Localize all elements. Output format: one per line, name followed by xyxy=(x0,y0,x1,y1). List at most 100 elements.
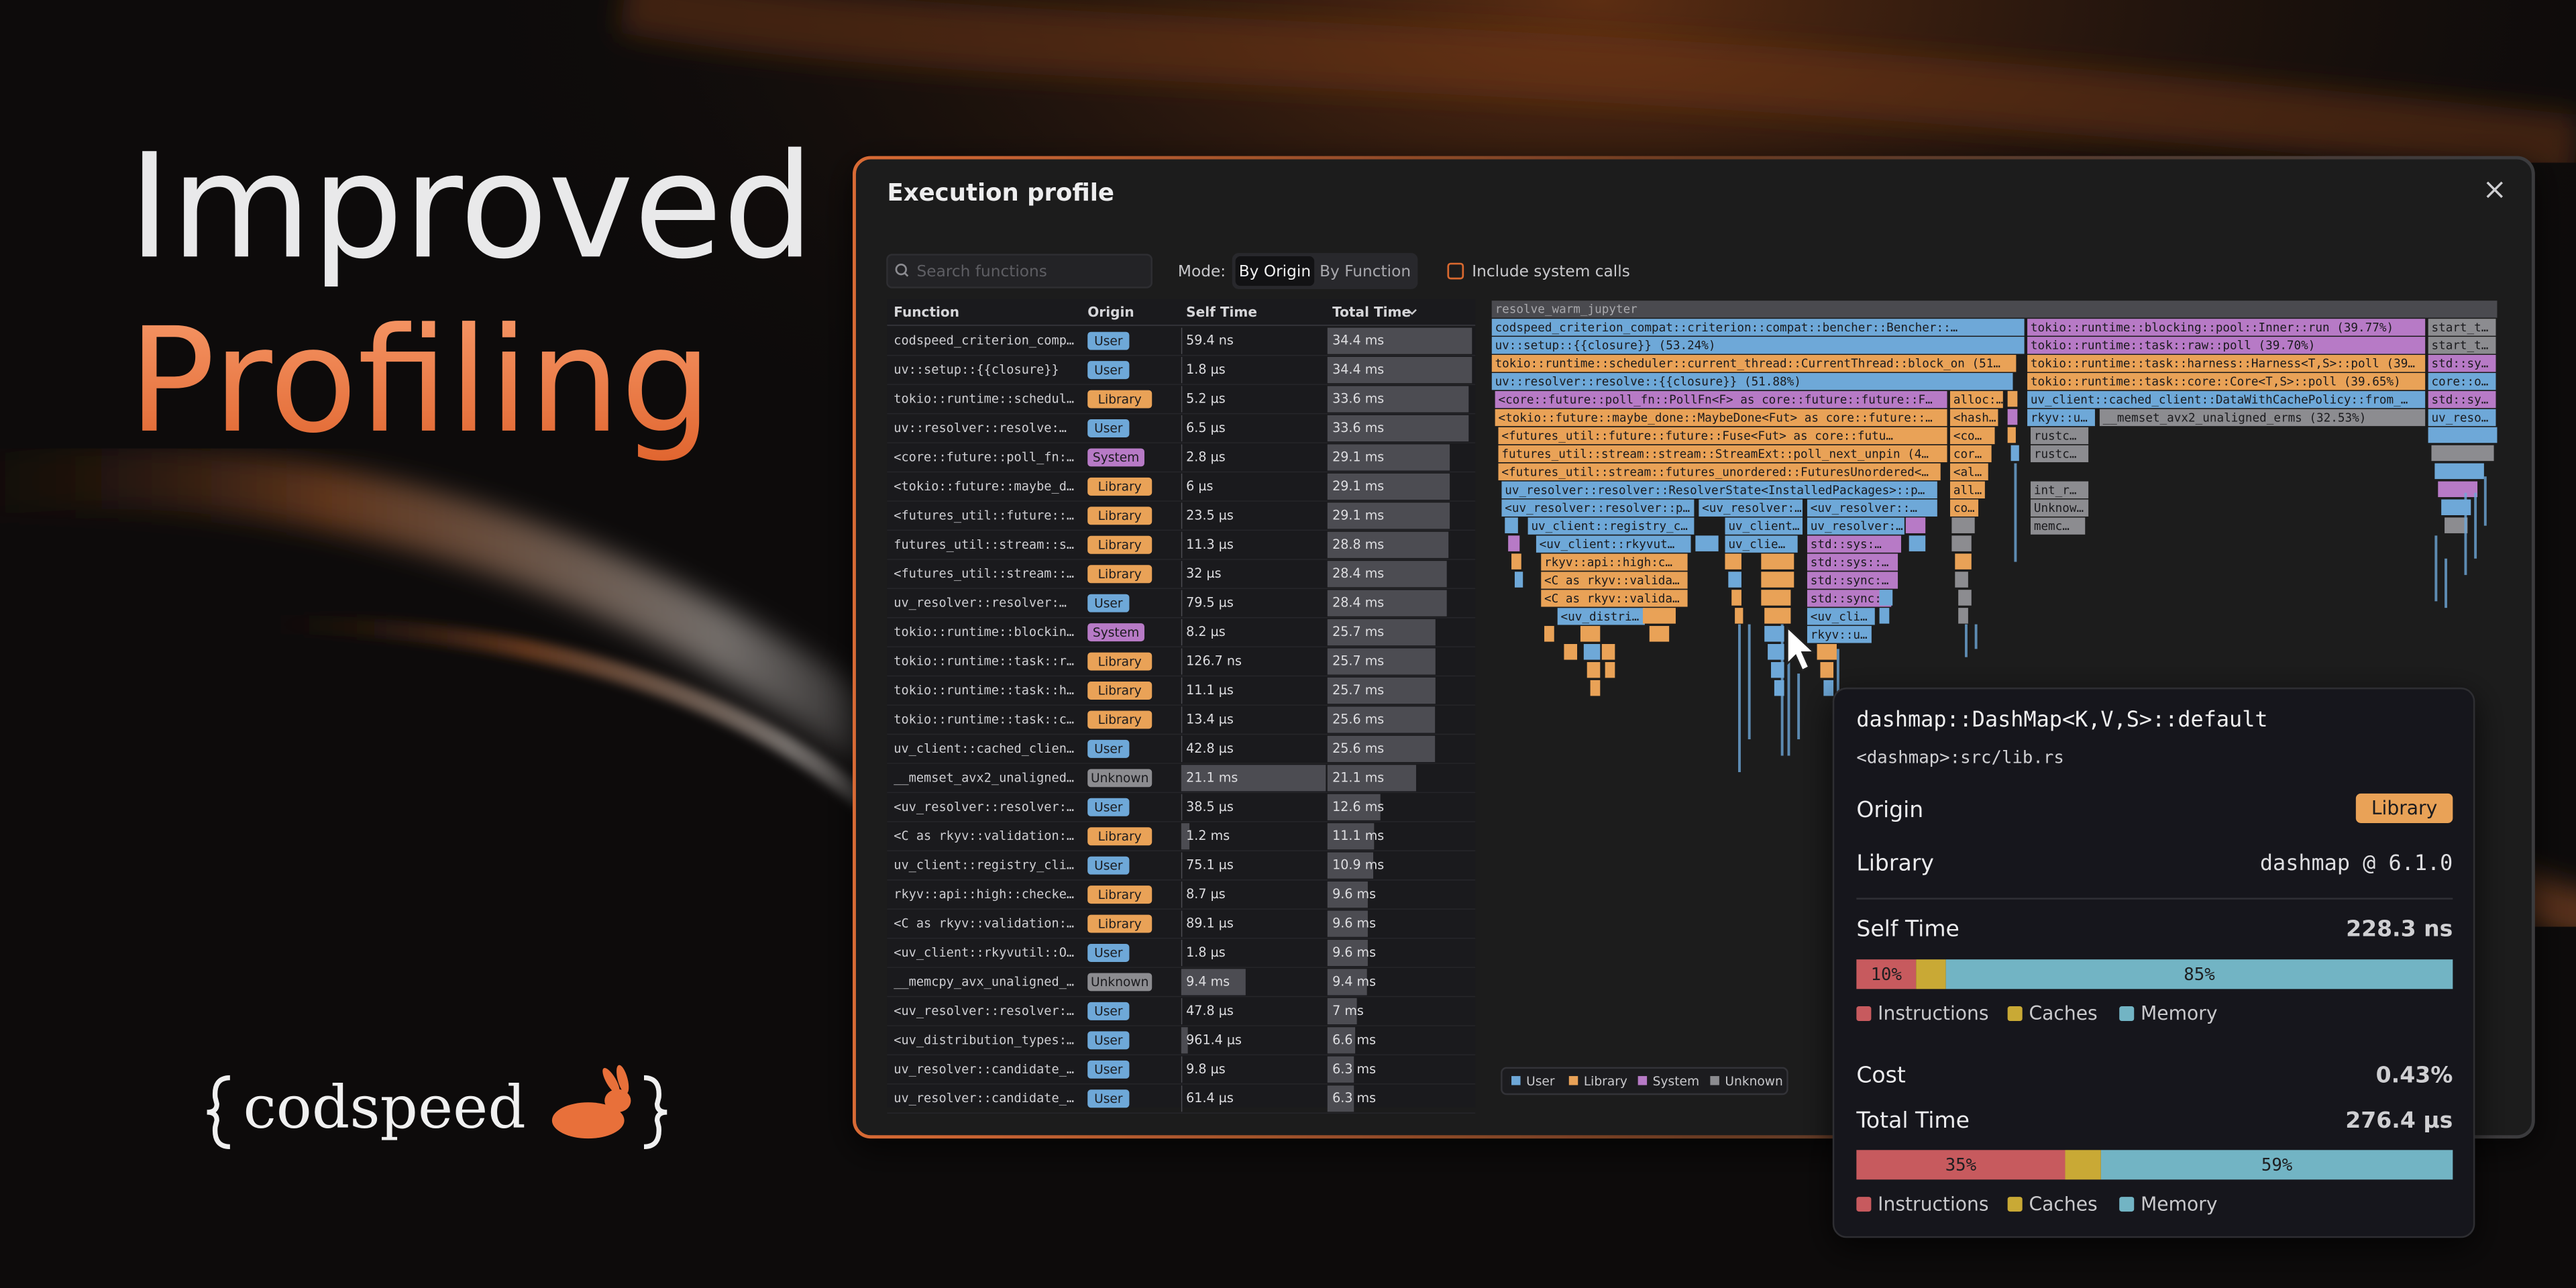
breakdown-segment xyxy=(1916,959,1946,989)
flame-block-bg xyxy=(1807,553,1898,571)
mode-button[interactable]: By Function xyxy=(1320,262,1411,280)
function-name: uv_client::registry_cli… xyxy=(894,859,1074,873)
origin-label: System xyxy=(1093,451,1139,465)
system-calls-checkbox[interactable] xyxy=(1447,262,1464,280)
origin-label: User xyxy=(1094,1092,1123,1106)
origin-badge xyxy=(1087,1089,1130,1108)
flame-block-bg xyxy=(2428,409,2496,427)
function-name: <core::future::poll_fn:… xyxy=(894,450,1074,464)
breakdown-segment xyxy=(1945,959,2453,989)
flame-block-small xyxy=(1649,626,1670,642)
flame-block-small xyxy=(1958,608,1968,624)
flame-block-small xyxy=(1505,517,1518,533)
flame-block-label: <uv_resolver::resolver::p… xyxy=(1505,502,1690,515)
flame-block-label: std::sys::… xyxy=(1811,556,1889,570)
flame-block-small xyxy=(1764,626,1784,642)
flame-legend-swatch xyxy=(1568,1076,1578,1085)
total-time-bar xyxy=(1327,590,1447,616)
self-time-bar xyxy=(1181,969,1246,996)
flame-block: std::sy… xyxy=(2428,354,2496,372)
origin-badge xyxy=(1087,448,1144,467)
total-time-bar xyxy=(1327,473,1450,500)
flame-block-small xyxy=(1958,590,1972,606)
total-time: 6.6 ms xyxy=(1332,1032,1376,1047)
tooltip-label: Cost xyxy=(1856,1062,1906,1088)
self-time: 89.1 µs xyxy=(1186,916,1234,931)
flame-block-small xyxy=(2434,463,2484,480)
flame-block: int_r… xyxy=(2030,481,2089,499)
search-box[interactable] xyxy=(886,254,1152,288)
breakdown-label: 10% xyxy=(1871,965,1902,985)
flame-block-bg xyxy=(2030,481,2089,499)
flame-block-label: <C as rkyv::valida… xyxy=(1544,574,1680,588)
flame-block: <uv_distri… xyxy=(1557,608,1645,625)
origin-label: Unknown xyxy=(1091,975,1148,989)
flame-block-small xyxy=(1764,608,1791,624)
self-time-bar xyxy=(1181,327,1183,354)
flame-block-small xyxy=(1823,680,1834,696)
flame-block-bg xyxy=(2027,372,2426,390)
total-time: 11.1 ms xyxy=(1332,828,1384,843)
mode-active-bg xyxy=(1235,256,1315,286)
self-time-bar xyxy=(1181,648,1183,675)
flame-block: start_t… xyxy=(2428,337,2496,354)
flame-block: uv_resolver:… xyxy=(1807,517,1904,535)
origin-badge xyxy=(1087,594,1130,612)
origin-label: Library xyxy=(1098,917,1142,931)
tooltip-value: 276.4 µs xyxy=(2345,1107,2453,1133)
flame-block-bg xyxy=(1807,608,1875,625)
flame-block: <al… xyxy=(1949,463,1988,481)
self-time: 61.4 µs xyxy=(1186,1090,1234,1106)
flame-block-bg xyxy=(2027,319,2426,336)
flame-block-label: std::sys:… xyxy=(1811,538,1882,551)
self-time: 79.5 µs xyxy=(1186,595,1234,610)
total-time-bar xyxy=(1327,386,1469,413)
flame-block-label: rkyv::u… xyxy=(1811,629,1868,642)
total-time: 6.3 ms xyxy=(1332,1090,1376,1106)
self-time: 6 µs xyxy=(1186,478,1213,494)
total-time: 25.6 ms xyxy=(1332,711,1384,727)
flame-block-bg xyxy=(1491,372,2013,390)
flame-block-label: std::sy… xyxy=(2431,358,2488,371)
origin-badge xyxy=(1087,477,1152,496)
total-time-bar xyxy=(1327,1027,1356,1054)
self-time: 11.3 µs xyxy=(1186,537,1234,552)
function-name: uv_resolver::candidate_… xyxy=(894,1091,1074,1106)
self-time-bar xyxy=(1181,765,1326,792)
origin-badge xyxy=(1087,682,1152,700)
origin-badge xyxy=(1087,914,1152,933)
flame-block-label: start_t… xyxy=(2431,321,2488,335)
flame-block: tokio::runtime::task::core::Core<T,S>::p… xyxy=(2027,372,2426,390)
flame-block-bg xyxy=(2030,427,2089,445)
flame-stack-tail xyxy=(2445,558,2447,608)
flame-block-small xyxy=(1580,626,1601,642)
mode-button[interactable]: By Origin xyxy=(1239,262,1311,280)
tooltip-label: Self Time xyxy=(1856,916,1960,942)
flame-block: <uv_resolver:… xyxy=(1699,499,1803,517)
total-time-bar xyxy=(1327,1085,1354,1112)
flame-block-bg xyxy=(2027,337,2426,354)
total-time: 29.1 ms xyxy=(1332,478,1384,494)
search-icon xyxy=(895,263,907,276)
flame-block: alloc:… xyxy=(1949,390,2003,409)
flame-block-bg xyxy=(1527,517,1695,535)
flame-stack-tail xyxy=(2434,535,2438,602)
function-name: <uv_distribution_types:… xyxy=(894,1033,1074,1047)
flame-block-bg xyxy=(2030,499,2089,517)
origin-label: Library xyxy=(1098,684,1142,698)
function-name: tokio::runtime::task::c… xyxy=(894,712,1074,727)
flame-block-label: alloc:… xyxy=(1953,394,2003,407)
flame-block-label: tokio::runtime::task::harness::Harness<T… xyxy=(2031,358,2415,371)
total-time: 6.3 ms xyxy=(1332,1061,1376,1077)
self-time: 21.1 ms xyxy=(1186,769,1238,785)
flame-block-small xyxy=(1564,644,1578,660)
total-time: 25.7 ms xyxy=(1332,624,1384,639)
close-button[interactable] xyxy=(2486,181,2504,199)
function-name: futures_util::stream::s… xyxy=(894,538,1074,552)
origin-badge xyxy=(1087,1060,1130,1079)
flame-legend-swatch xyxy=(1638,1076,1648,1085)
flame-block-bg xyxy=(1725,535,1798,553)
self-time-bar xyxy=(1181,910,1183,937)
origin-label: Library xyxy=(1098,509,1142,523)
sort-chevron[interactable] xyxy=(1407,309,1417,315)
